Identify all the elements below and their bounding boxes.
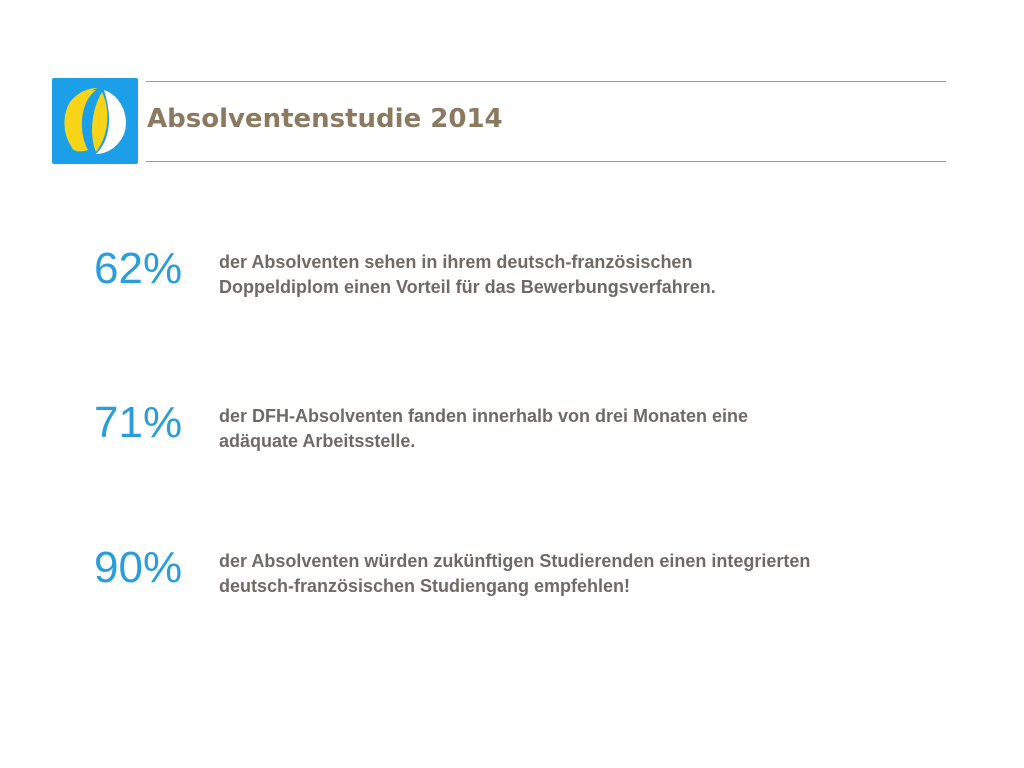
stat-percentage: 71% [94,398,183,447]
stat-description-line: der Absolventen würden zukünftigen Studi… [219,551,811,571]
stat-description-line: deutsch-französischen Studiengang empfeh… [219,576,631,596]
stat-description: der Absolventen sehen in ihrem deutsch-f… [219,250,979,300]
stat-description-line: Doppeldiplom einen Vorteil für das Bewer… [219,277,716,297]
stat-description-line: der DFH-Absolventen fanden innerhalb von… [219,406,749,426]
stat-percentage: 90% [94,543,183,592]
stat-percentage: 62% [94,244,183,293]
dfh-logo-icon [52,78,138,164]
stat-description-line: adäquate Arbeitsstelle. [219,431,416,451]
stat-description: der DFH-Absolventen fanden innerhalb von… [219,404,979,454]
header-bottom-rule [146,161,946,162]
stat-description: der Absolventen würden zukünftigen Studi… [219,549,979,599]
stat-description-line: der Absolventen sehen in ihrem deutsch-f… [219,252,693,272]
header-top-rule [146,81,946,82]
page-title: Absolventenstudie 2014 [147,104,503,134]
